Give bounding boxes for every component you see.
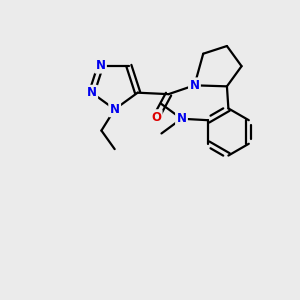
Text: N: N (176, 112, 187, 125)
Text: O: O (151, 111, 161, 124)
Text: N: N (87, 86, 97, 99)
Text: N: N (95, 59, 106, 72)
Text: N: N (190, 79, 200, 92)
Text: N: N (110, 103, 120, 116)
